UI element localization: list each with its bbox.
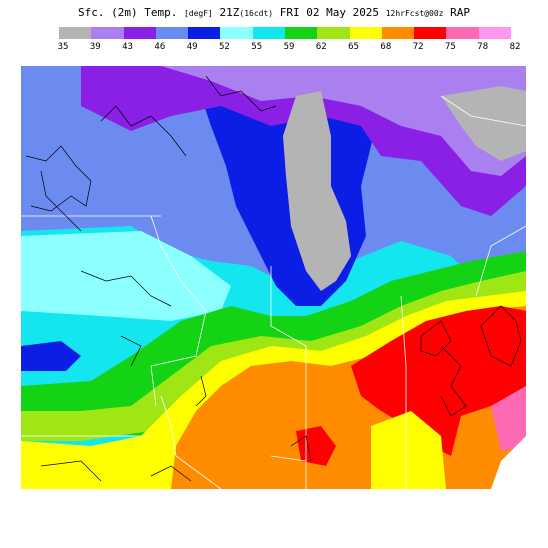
field-65-south	[371, 411, 446, 489]
legend-swatch	[381, 27, 415, 39]
legend-label: 78	[477, 42, 489, 52]
legend-swatch	[155, 27, 189, 39]
state-borders	[21, 95, 526, 489]
legend-label: 35	[57, 42, 69, 52]
title-model: RAP	[450, 6, 470, 19]
field-75	[491, 386, 526, 451]
legend-swatch	[59, 27, 92, 39]
legend-label: 68	[380, 42, 392, 52]
legend-label: 59	[283, 42, 295, 52]
legend-label: 39	[89, 42, 101, 52]
legend-swatch	[188, 27, 221, 39]
title-product: Sfc. (2m) Temp.	[78, 6, 178, 19]
title-local-time: (16cdt)	[239, 9, 274, 18]
county-lines	[25, 75, 522, 482]
legend-swatch	[317, 27, 351, 39]
field-65-sw	[21, 446, 81, 489]
title-valid-time: 21Z	[219, 6, 240, 19]
map-title: Sfc. (2m) Temp. [degF] 21Z(16cdt) FRI 02…	[0, 6, 548, 19]
legend-label: 82	[509, 42, 521, 52]
temperature-map	[21, 66, 526, 489]
legend-swatch	[446, 27, 480, 39]
legend-swatch	[285, 27, 318, 39]
legend-label: 49	[186, 42, 198, 52]
legend-swatch	[220, 27, 254, 39]
title-forecast: 12hrFcst@00z	[385, 9, 444, 18]
field-35-lake	[283, 91, 351, 291]
legend-swatch	[252, 27, 286, 39]
title-units: [degF]	[183, 9, 213, 18]
field-82	[491, 436, 526, 489]
legend-label: 55	[251, 42, 263, 52]
legend-label: 43	[122, 42, 133, 52]
legend-swatch	[349, 27, 383, 39]
legend-swatch	[123, 27, 157, 39]
legend-swatch	[414, 27, 447, 39]
legend-label: 75	[445, 42, 456, 52]
legend-label: 62	[315, 42, 327, 52]
legend-label: 65	[348, 42, 359, 52]
legend-label: 72	[412, 42, 424, 52]
legend-swatch	[91, 27, 125, 39]
legend-label: 52	[219, 42, 230, 52]
title-date: FRI 02 May 2025	[279, 6, 380, 19]
field-39	[161, 66, 526, 176]
legend-swatch	[478, 27, 512, 39]
field-35-north	[441, 86, 526, 161]
field-52	[21, 231, 231, 321]
color-legend: 35 39 43 46 49 52 55 59 62 65 68 72 75 78 82	[58, 27, 520, 57]
legend-label: 46	[154, 42, 166, 52]
field-49-west	[21, 341, 81, 371]
